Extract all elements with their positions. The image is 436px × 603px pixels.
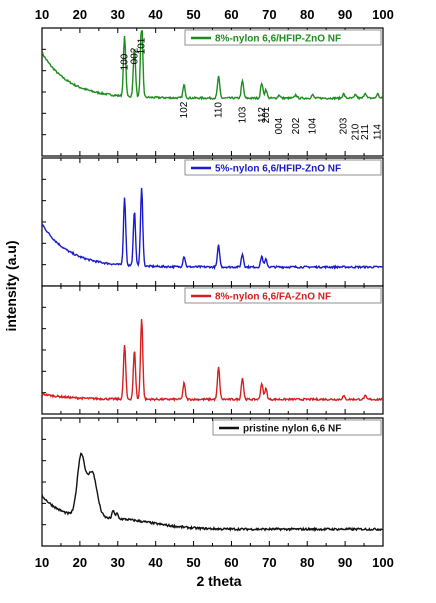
panel-frame — [41, 417, 384, 547]
bottom-tick-label: 50 — [186, 555, 200, 570]
series-line — [41, 30, 383, 101]
peak-label: 202 — [291, 117, 302, 134]
peak-label: 102 — [179, 101, 190, 118]
peak-label: 110 — [214, 102, 225, 118]
top-tick-label: 100 — [372, 7, 394, 22]
y-axis-title: intensity (a.u) — [3, 240, 19, 331]
legend-box — [212, 419, 382, 436]
peak-label: 104 — [308, 117, 319, 134]
peak-label: 101 — [137, 37, 148, 54]
series-line — [41, 452, 383, 533]
bottom-tick-label: 20 — [73, 555, 87, 570]
bottom-tick-label: 30 — [111, 555, 125, 570]
bottom-tick-labels: 10 20 30 40 50 60 70 80 90 100 — [35, 555, 394, 570]
top-tick-label: 50 — [186, 7, 200, 22]
peak-label: 203 — [339, 117, 350, 134]
legend-label: pristine nylon 6,6 NF — [243, 424, 341, 435]
peak-label: 112 — [257, 107, 268, 123]
top-tick-label: 10 — [35, 7, 49, 22]
x-axis-title: 2 theta — [196, 573, 241, 589]
peak-label: 002 — [129, 47, 140, 64]
bottom-tick-label: 70 — [262, 555, 276, 570]
legend-label: 5%-nylon 6,6/HFIP-ZnO NF — [215, 164, 341, 175]
bottom-tick-label: 10 — [35, 555, 49, 570]
panel: pristine nylon 6,6 NF — [41, 417, 384, 547]
top-tick-label: 80 — [300, 7, 314, 22]
top-tick-labels: 10 20 30 40 50 60 70 80 90 100 — [35, 7, 394, 22]
panel: 8%-nylon 6,6/FA-ZnO NF — [41, 285, 384, 415]
peak-label: 114 — [373, 124, 384, 140]
top-tick-label: 70 — [262, 7, 276, 22]
legend-label: 8%-nylon 6,6/HFIP-ZnO NF — [215, 34, 341, 45]
bottom-tick-label: 90 — [338, 555, 352, 570]
series-line — [41, 319, 383, 403]
top-tick-label: 60 — [224, 7, 238, 22]
legend-box — [184, 29, 382, 46]
peak-label: 100 — [120, 53, 131, 70]
series-line — [41, 187, 383, 271]
peak-label: 210 — [351, 123, 362, 140]
legend-box — [184, 159, 382, 176]
bottom-tick-label: 80 — [300, 555, 314, 570]
bottom-tick-label: 100 — [372, 555, 394, 570]
legend-box — [184, 287, 382, 304]
panel-frame — [41, 157, 384, 287]
top-tick-label: 30 — [111, 7, 125, 22]
panel-frame — [41, 285, 384, 415]
panel: 5%-nylon 6,6/HFIP-ZnO NF — [41, 157, 384, 287]
bottom-tick-label: 60 — [224, 555, 238, 570]
bottom-tick-label: 40 — [148, 555, 162, 570]
top-tick-label: 90 — [338, 7, 352, 22]
peak-label: 004 — [274, 117, 285, 134]
legend-label: 8%-nylon 6,6/FA-ZnO NF — [215, 292, 331, 303]
peak-label: 201 — [261, 106, 272, 123]
peak-label: 211 — [360, 124, 371, 140]
top-tick-label: 20 — [73, 7, 87, 22]
peak-label: 103 — [237, 106, 248, 123]
top-tick-label: 40 — [148, 7, 162, 22]
